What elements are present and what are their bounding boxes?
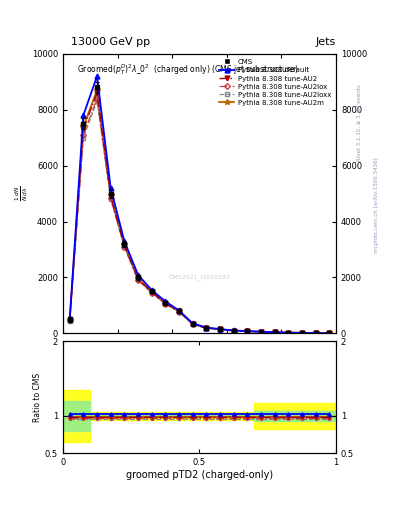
Text: Rivet 3.1.10, ≥ 3.1M events: Rivet 3.1.10, ≥ 3.1M events [357, 84, 362, 161]
Y-axis label: $\frac{1}{N}\frac{dN}{d\lambda}$: $\frac{1}{N}\frac{dN}{d\lambda}$ [14, 186, 30, 201]
Y-axis label: Ratio to CMS: Ratio to CMS [33, 373, 42, 422]
Text: 13000 GeV pp: 13000 GeV pp [71, 37, 150, 47]
Legend: CMS, Pythia 8.308 default, Pythia 8.308 tune-AU2, Pythia 8.308 tune-AU2lox, Pyth: CMS, Pythia 8.308 default, Pythia 8.308 … [218, 57, 332, 108]
Text: Jets: Jets [316, 37, 336, 47]
Text: CMS2021_I1920187: CMS2021_I1920187 [169, 274, 230, 281]
Text: mcplots.cern.ch [arXiv:1306.3436]: mcplots.cern.ch [arXiv:1306.3436] [374, 157, 379, 252]
Text: Groomed$(p_T^D)^2\lambda\_0^2$  (charged only) (CMS jet substructure): Groomed$(p_T^D)^2\lambda\_0^2$ (charged … [77, 62, 298, 77]
X-axis label: groomed pTD2 (charged-only): groomed pTD2 (charged-only) [126, 470, 273, 480]
